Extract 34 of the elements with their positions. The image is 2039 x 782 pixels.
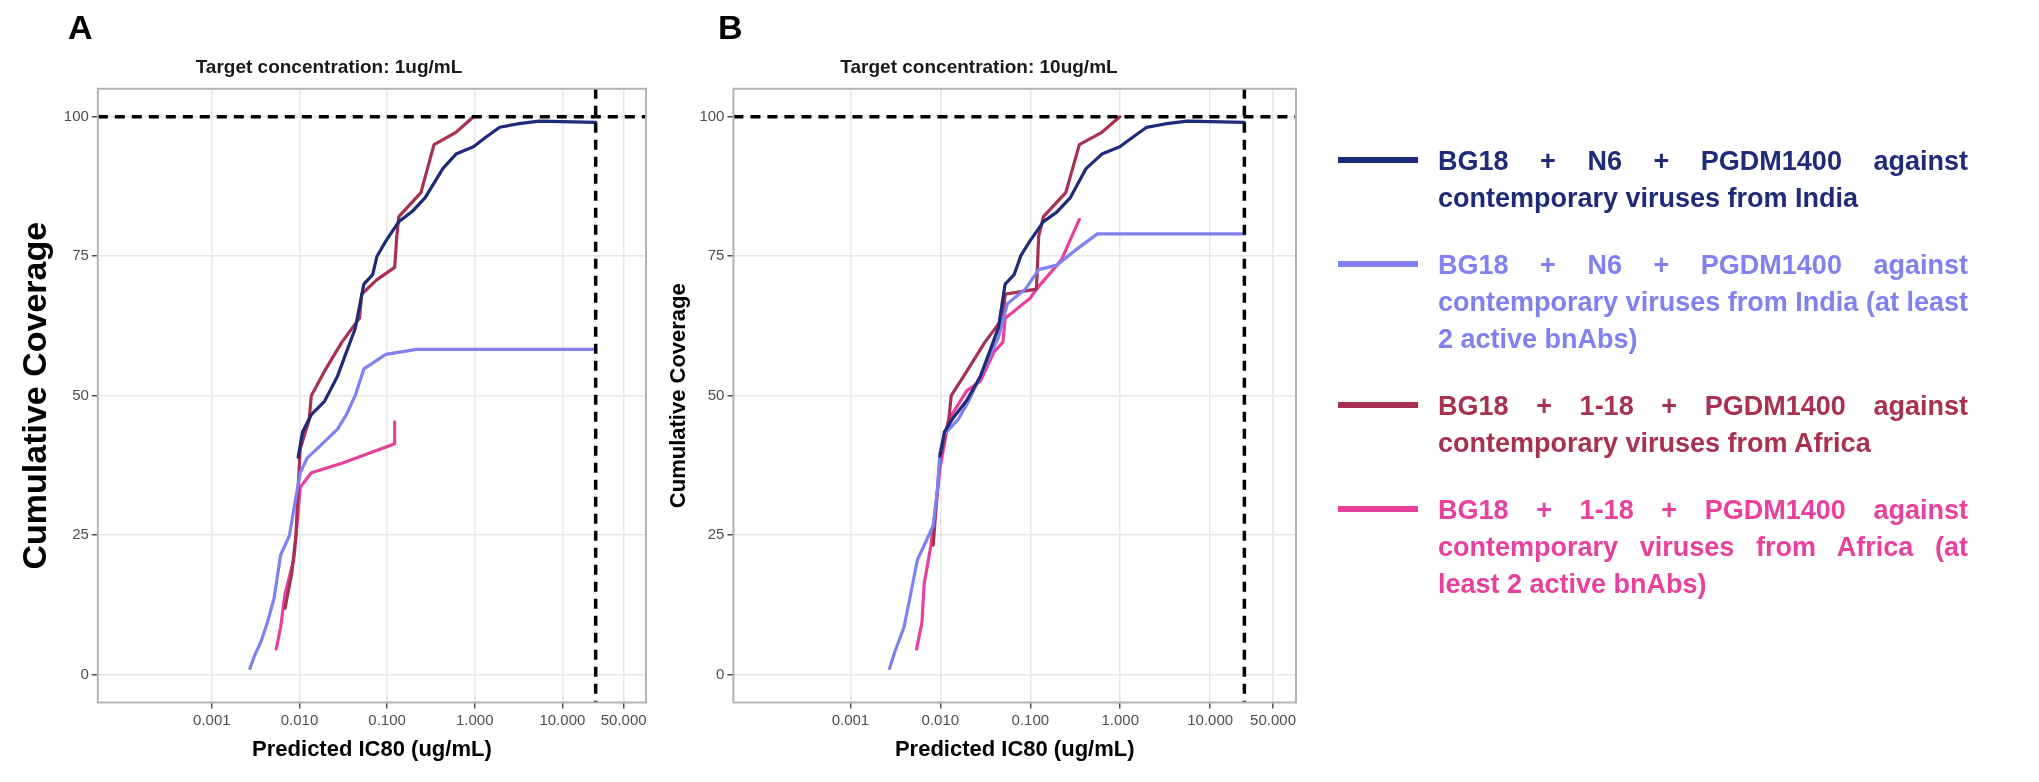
y-tick-label: 0 [80,664,89,682]
x-axis-title: Predicted IC80 (ug/mL) [252,735,492,761]
text: B [717,8,744,48]
x-tick-label: 0.001 [831,710,870,728]
x-tick-label: 1.000 [455,710,494,728]
x-tick-label: 0.100 [1011,710,1050,728]
y-tick-label: 75 [72,246,89,264]
x-tick-label: 10.000 [1187,710,1234,728]
y-tick-label: 100 [699,106,725,124]
y-tick-label: 75 [707,246,725,264]
y-axis-title: Cumulative Coverage [14,221,53,570]
y-tick-label: 50 [72,385,89,403]
chart-title: Target concentration: 10ug/mL [840,55,1119,77]
x-axis-title: Predicted IC80 (ug/mL) [894,735,1135,761]
legend-label: BG18 + N6 + PGDM1400 against contemporary viruses from India [1438,144,1968,215]
x-tick-label: 0.100 [368,710,406,728]
x-tick-label: 0.010 [280,710,319,728]
y-tick-label: 25 [707,525,725,543]
text: A [67,8,94,48]
x-tick-label: 0.001 [193,710,231,728]
y-tick-label: 25 [72,525,89,543]
chart-title: Target concentration: 1ug/mL [195,55,463,77]
x-tick-label: 10.000 [539,710,586,728]
y-axis-title: Cumulative Coverage [665,283,691,509]
x-tick-label: 0.010 [921,710,960,728]
y-tick-label: 0 [716,664,725,682]
legend-label: BG18 + N6 + PGDM1400 against contemporary viruses from India (at least 2 active bnAbs) [1438,248,1968,356]
y-tick-label: 100 [63,106,89,124]
y-tick-label: 50 [707,385,725,403]
x-tick-label: 50.000 [1250,710,1296,728]
legend-label: BG18 + 1-18 + PGDM1400 against contemporary viruses from Africa [1438,389,1968,460]
x-tick-label: 1.000 [1101,710,1140,728]
x-tick-label: 50.000 [600,710,647,728]
legend-label: BG18 + 1-18 + PGDM1400 against contemporary viruses from Africa (at least 2 active bnAbs) [1438,493,1968,601]
